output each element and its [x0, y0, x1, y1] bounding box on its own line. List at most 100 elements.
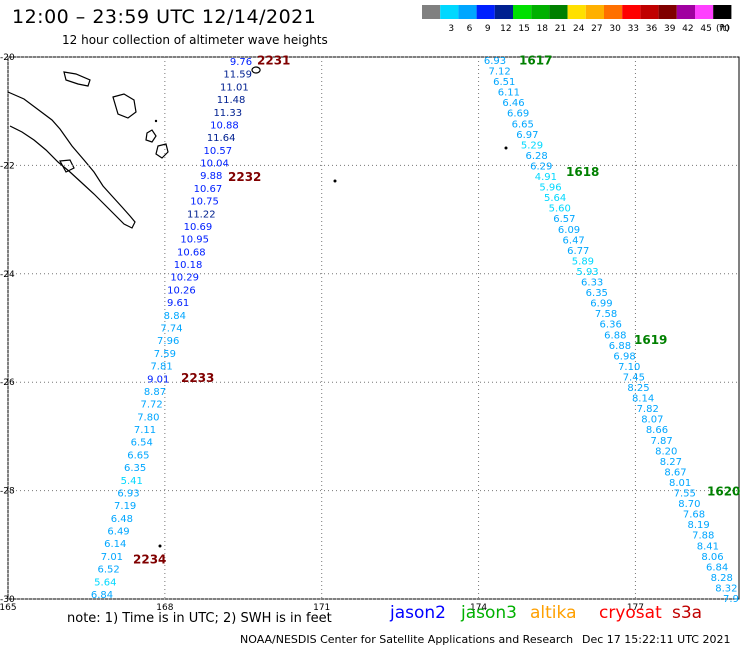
wave-height-value: 6.99 [590, 299, 612, 310]
lat-tick-label: -28 [0, 487, 15, 497]
legend-swatch [676, 5, 695, 19]
wave-height-value: 6.65 [512, 119, 534, 130]
wave-height-value: 7.45 [623, 372, 645, 383]
legend-label: 9 [485, 24, 491, 34]
legend-swatch [640, 5, 659, 19]
wave-height-value: 7.87 [650, 436, 672, 447]
wave-height-value: 7.9 [723, 594, 739, 605]
coastline-islet [251, 66, 261, 74]
coastline-island-a [112, 93, 137, 119]
islet-2 [504, 146, 508, 150]
legend-label: 36 [646, 24, 658, 34]
legend-label: 12 [500, 24, 511, 34]
pass-time-label: 1620 [707, 485, 740, 499]
lon-tick-label: 171 [313, 603, 330, 612]
wave-height-value: 10.67 [194, 184, 223, 195]
wave-height-value: 9.61 [167, 298, 189, 309]
wave-height-value: 7.12 [488, 67, 510, 78]
wave-height-value: 7.59 [154, 349, 176, 360]
wave-height-value: 8.66 [646, 425, 668, 436]
coastline-island-c [155, 143, 169, 159]
wave-height-value: 11.01 [220, 82, 249, 93]
legend-swatch [585, 5, 604, 19]
altimeter-map: 165 168 171 174 177 -20 -22 -24 -26 -28 -30 9.76 11.… [0, 53, 740, 612]
legend-label: 24 [573, 24, 585, 34]
islet-3 [154, 119, 158, 123]
wave-height-legend: 3 6 9 12 15 18 21 24 27 30 33 36 39 42 45 70(ft) [422, 5, 732, 34]
legend-label: 42 [682, 24, 693, 34]
wave-height-value: 6.09 [558, 225, 580, 236]
lon-tick-label: 168 [156, 603, 173, 612]
pass-time-label: 2231 [257, 54, 290, 68]
wave-height-value: 6.35 [124, 463, 146, 474]
wave-height-value: 6.57 [553, 214, 575, 225]
wave-height-value: 5.93 [576, 267, 598, 278]
wave-height-value: 10.88 [210, 120, 239, 131]
legend-label: 70 [719, 24, 731, 34]
legend-label: 6 [467, 24, 473, 34]
wave-height-value: 6.14 [104, 539, 126, 550]
legend-swatch [422, 5, 441, 19]
lon-tick-label: 165 [0, 603, 17, 612]
wave-height-value: 5.64 [544, 193, 566, 204]
legend-swatch [567, 5, 586, 19]
wave-height-value: 5.89 [572, 256, 594, 267]
legend-swatch [658, 5, 677, 19]
satellite-s3a: s3a [672, 603, 703, 623]
credit-text: NOAA/NESDIS Center for Satellite Applica… [240, 633, 574, 646]
wave-height-value: 7.55 [674, 489, 696, 500]
satellite-cryosat: cryosat [599, 603, 662, 623]
wave-height-value: 6.84 [706, 562, 728, 573]
lon-tick-label: 177 [627, 603, 644, 612]
wave-height-value: 6.77 [567, 246, 589, 257]
page-title: 12:00 – 23:59 UTC 12/14/2021 [12, 6, 317, 28]
legend-label: 33 [628, 24, 639, 34]
wave-height-value: 7.19 [114, 501, 136, 512]
legend-label: 39 [664, 24, 676, 34]
islet-4 [158, 544, 162, 548]
wave-height-value: 6.88 [609, 341, 631, 352]
lat-tick-label: -30 [0, 595, 15, 605]
lat-tick-label: -20 [0, 53, 15, 63]
wave-height-value: 11.48 [217, 95, 246, 106]
wave-height-value: 6.65 [127, 450, 149, 461]
wave-height-value: 8.19 [687, 520, 709, 531]
wave-height-value: 7.10 [618, 362, 640, 373]
wave-height-value: 9.76 [230, 57, 252, 68]
wave-height-value: 6.93 [117, 488, 139, 499]
wave-height-value: 7.72 [141, 400, 163, 411]
wave-height-value: 7.88 [692, 531, 714, 542]
wave-height-value: 7.80 [137, 412, 159, 423]
pass-time-label: 2233 [181, 371, 214, 385]
legend-label: 18 [537, 24, 549, 34]
wave-height-value: 6.28 [526, 151, 548, 162]
coastline-island-b [145, 129, 157, 143]
wave-height-value: 7.01 [101, 552, 123, 563]
wave-height-value: 6.84 [91, 590, 113, 601]
generated-timestamp: Dec 17 15:22:11 UTC 2021 [582, 633, 731, 646]
wave-height-value: 6.93 [484, 56, 506, 67]
lat-tick-label: -24 [0, 270, 15, 280]
wave-height-value: 7.11 [134, 425, 156, 436]
wave-height-value: 7.96 [157, 336, 179, 347]
legend-swatch [713, 5, 732, 19]
coastline-mainland [7, 91, 136, 229]
wave-height-value: 10.95 [180, 235, 209, 246]
wave-height-value: 5.64 [94, 577, 116, 588]
legend-label: 27 [591, 24, 602, 34]
map-frame [7, 56, 740, 600]
wave-height-value: 8.70 [678, 499, 700, 510]
wave-height-value: 6.49 [107, 527, 129, 538]
wave-height-value: 9.01 [147, 374, 169, 385]
wave-height-value: 11.64 [207, 133, 236, 144]
wave-height-value: 6.11 [498, 88, 520, 99]
wave-height-value: 5.60 [549, 204, 571, 215]
wave-height-value: 8.06 [701, 552, 723, 563]
satellite-altika: altika [530, 603, 577, 623]
wave-height-value: 6.36 [600, 320, 622, 331]
wave-height-value: 6.54 [131, 438, 153, 449]
pass-time-label: 1618 [566, 165, 599, 179]
legend-swatch [622, 5, 641, 19]
coastline-north-island [63, 71, 91, 87]
